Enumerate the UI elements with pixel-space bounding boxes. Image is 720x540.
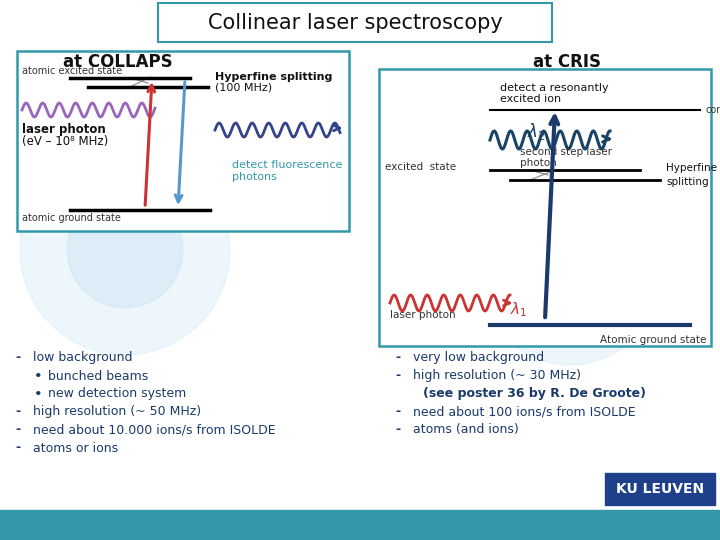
Text: need about 100 ions/s from ISOLDE: need about 100 ions/s from ISOLDE [413,406,636,419]
Text: -: - [15,423,20,436]
Text: very low background: very low background [413,352,544,365]
Text: $\lambda_2$: $\lambda_2$ [527,122,546,143]
FancyBboxPatch shape [379,69,711,346]
Circle shape [20,145,230,355]
Text: Atomic ground state: Atomic ground state [600,335,706,345]
Text: -: - [395,423,400,436]
Text: •: • [30,369,42,382]
Circle shape [521,226,619,325]
Bar [0,510,720,540]
Text: detect fluorescence: detect fluorescence [232,160,343,170]
Text: Collinear laser spectroscopy: Collinear laser spectroscopy [207,13,503,33]
Text: splitting: splitting [666,177,708,187]
Circle shape [67,192,183,308]
Text: at COLLAPS: at COLLAPS [63,53,173,71]
FancyBboxPatch shape [158,3,552,42]
Text: bunched beams: bunched beams [48,369,148,382]
Text: -: - [15,442,20,455]
Text: continuum: continuum [705,105,720,115]
Text: Hyperfine splitting: Hyperfine splitting [215,72,333,82]
Text: Hyperfine: Hyperfine [666,163,717,173]
Text: (eV – 10⁸ MHz): (eV – 10⁸ MHz) [22,136,108,148]
Text: excited ion: excited ion [500,94,561,104]
Circle shape [480,185,660,365]
Text: -: - [395,352,400,365]
Text: atomic excited state: atomic excited state [22,66,122,76]
Text: -: - [395,406,400,419]
Text: need about 10.000 ions/s from ISOLDE: need about 10.000 ions/s from ISOLDE [33,423,276,436]
Text: at CRIS: at CRIS [533,53,601,71]
Text: -: - [395,369,400,382]
Text: excited  state: excited state [385,162,456,172]
Text: -: - [15,352,20,365]
Text: new detection system: new detection system [48,388,186,401]
Bar [605,473,715,505]
Text: (100 MHz): (100 MHz) [215,82,272,92]
Text: laser photon: laser photon [22,124,106,137]
FancyBboxPatch shape [17,51,349,231]
Text: second step laser: second step laser [520,147,612,157]
Text: atoms or ions: atoms or ions [33,442,118,455]
Text: KU LEUVEN: KU LEUVEN [616,482,704,496]
Text: -: - [15,406,20,419]
Text: atomic ground state: atomic ground state [22,213,121,223]
Text: atoms (and ions): atoms (and ions) [413,423,518,436]
Text: high resolution (~ 30 MHz): high resolution (~ 30 MHz) [413,369,581,382]
Text: •: • [30,388,42,401]
Text: detect a resonantly: detect a resonantly [500,83,608,93]
Text: high resolution (~ 50 MHz): high resolution (~ 50 MHz) [33,406,201,419]
Text: (see poster 36 by R. De Groote): (see poster 36 by R. De Groote) [423,388,646,401]
Text: photon: photon [520,158,557,168]
Text: low background: low background [33,352,132,365]
Text: photons: photons [232,172,277,182]
Text: laser photon: laser photon [390,310,456,320]
Text: $\lambda_1$: $\lambda_1$ [510,300,528,319]
